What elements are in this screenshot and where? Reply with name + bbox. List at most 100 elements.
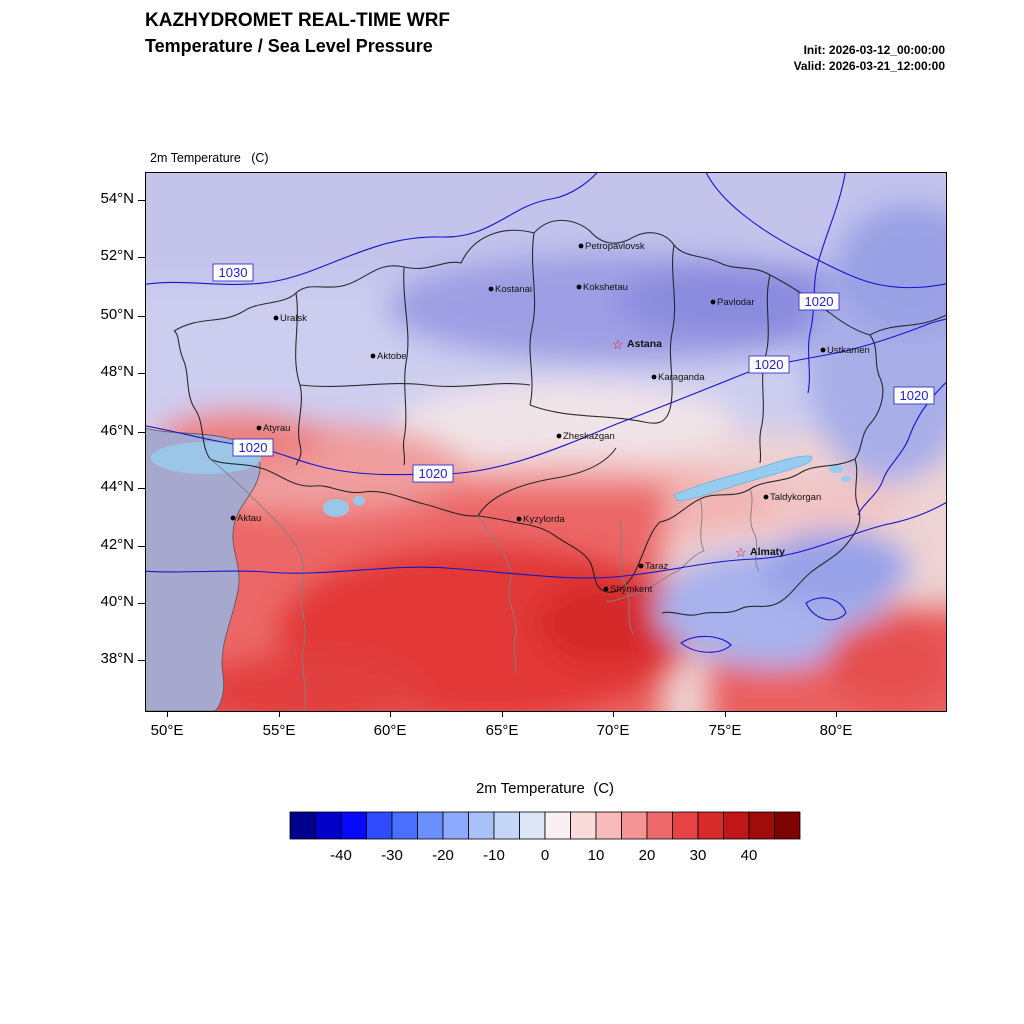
colorbar-cell <box>774 811 801 840</box>
city-dot <box>273 315 279 321</box>
city-dot <box>370 353 376 359</box>
colorbar-tick-label: -20 <box>432 847 454 864</box>
map-frame: 1030 1020 1020 1020 1020 1020 Petropavlo… <box>145 172 947 712</box>
pressure-label: 1030 <box>219 265 248 280</box>
lake-sasykkol <box>841 476 851 482</box>
colorbar-cell <box>289 811 316 840</box>
colorbar-cell <box>391 811 418 840</box>
city-label: Ustkamen <box>827 345 870 356</box>
lat-tick-label: 50°N <box>100 306 134 323</box>
pressure-label-box <box>893 386 935 405</box>
colorbar-tick-label: 20 <box>639 847 656 864</box>
neighbour-border-2 <box>477 515 517 674</box>
lon-axis-tick <box>502 711 503 717</box>
neighbour-border-4 <box>605 498 705 602</box>
page-title: KAZHYDROMET REAL-TIME WRF <box>145 10 451 31</box>
colorbar-tick-label: 30 <box>690 847 707 864</box>
city-label: Petropavlovsk <box>585 241 645 252</box>
lat-tick-label: 46°N <box>100 422 134 439</box>
lat-axis-tick <box>138 257 145 258</box>
colorbar-cell <box>442 811 469 840</box>
lon-axis-tick <box>279 711 280 717</box>
oblast-border-1 <box>295 292 302 466</box>
city-dot <box>256 425 262 431</box>
pressure-label: 1020 <box>805 294 834 309</box>
colorbar-tick-label: -40 <box>330 847 352 864</box>
kazakhstan-se-border <box>661 458 861 616</box>
colorbar-cell <box>519 811 546 840</box>
capital-star-icon: ☆ <box>612 337 624 352</box>
lon-tick-label: 65°E <box>485 722 519 739</box>
city-label: Kostanai <box>495 284 532 295</box>
city-label: Taldykorgan <box>770 492 821 503</box>
lat-axis-tick <box>138 546 145 547</box>
lon-axis-tick <box>725 711 726 717</box>
colorbar-cell <box>723 811 750 840</box>
kazakhstan-east-border <box>854 334 884 460</box>
lon-tick-label: 70°E <box>596 722 630 739</box>
pressure-label: 1020 <box>419 466 448 481</box>
lon-axis-tick <box>836 711 837 717</box>
lat-axis-tick <box>138 660 145 661</box>
colorbar-tick-label: -10 <box>483 847 505 864</box>
city-label: Aktau <box>237 513 261 524</box>
city-label: Shymkent <box>610 584 653 595</box>
lat-tick-label: 40°N <box>100 593 134 610</box>
aral-sea <box>323 499 349 517</box>
lat-axis-tick <box>138 373 145 374</box>
isobar-east-vertical <box>807 173 846 394</box>
colorbar-title: 2m Temperature (C) <box>475 780 615 797</box>
colorbar-cell <box>468 811 495 840</box>
isobar-loop-1 <box>680 635 732 653</box>
lat-axis-tick <box>138 488 145 489</box>
lon-axis-tick <box>613 711 614 717</box>
lake-alakol <box>829 465 843 473</box>
pressure-label-box <box>212 263 254 282</box>
colorbar-cell <box>621 811 648 840</box>
lake-balkhash <box>673 455 813 502</box>
lon-axis-tick <box>390 711 391 717</box>
isobar-top-right <box>705 173 946 289</box>
city-dot <box>710 299 716 305</box>
city-label-capital: Almaty <box>750 546 785 558</box>
colorbar-cell <box>493 811 520 840</box>
map-canvas: 1030 1020 1020 1020 1020 1020 Petropavlo… <box>146 173 946 711</box>
colorbar-cell <box>748 811 775 840</box>
lat-axis-tick <box>138 432 145 433</box>
lat-tick-label: 48°N <box>100 363 134 380</box>
colorbar-cell <box>570 811 597 840</box>
lon-tick-label: 75°E <box>708 722 742 739</box>
city-label: Kokshetau <box>583 282 628 293</box>
colorbar-cell <box>697 811 724 840</box>
lat-tick-label: 52°N <box>100 247 134 264</box>
city-label: Zheskazgan <box>563 431 615 442</box>
neighbour-border-1 <box>209 458 306 711</box>
kazakhstan-west-border <box>173 330 211 460</box>
colorbar-cell <box>315 811 342 840</box>
city-dot <box>603 586 609 592</box>
oblast-border-2 <box>402 266 409 466</box>
oblast-border-6 <box>299 383 531 387</box>
city-dot <box>516 516 522 522</box>
pressure-label: 1020 <box>239 440 268 455</box>
pressure-label-box <box>412 464 454 483</box>
lat-axis-tick <box>138 603 145 604</box>
city-markers: Petropavlovsk Kostanai Kokshetau Pavloda… <box>230 241 870 595</box>
city-dot <box>556 433 562 439</box>
city-dot <box>488 286 494 292</box>
lon-axis-tick <box>167 711 168 717</box>
city-label: Karaganda <box>658 372 705 383</box>
city-dot <box>578 243 584 249</box>
kazakhstan-south-border <box>209 458 856 593</box>
colorbar-cell <box>672 811 699 840</box>
caspian-sea <box>146 427 261 711</box>
colorbar-cell <box>417 811 444 840</box>
lon-tick-label: 60°E <box>373 722 407 739</box>
pressure-labels: 1030 1020 1020 1020 1020 1020 <box>212 263 935 483</box>
isobar-south <box>146 502 946 579</box>
colorbar-cell <box>595 811 622 840</box>
oblast-border-7 <box>529 404 671 424</box>
neighbour-border-5 <box>749 488 760 572</box>
oblast-border-4 <box>669 244 676 410</box>
lon-tick-label: 80°E <box>819 722 853 739</box>
